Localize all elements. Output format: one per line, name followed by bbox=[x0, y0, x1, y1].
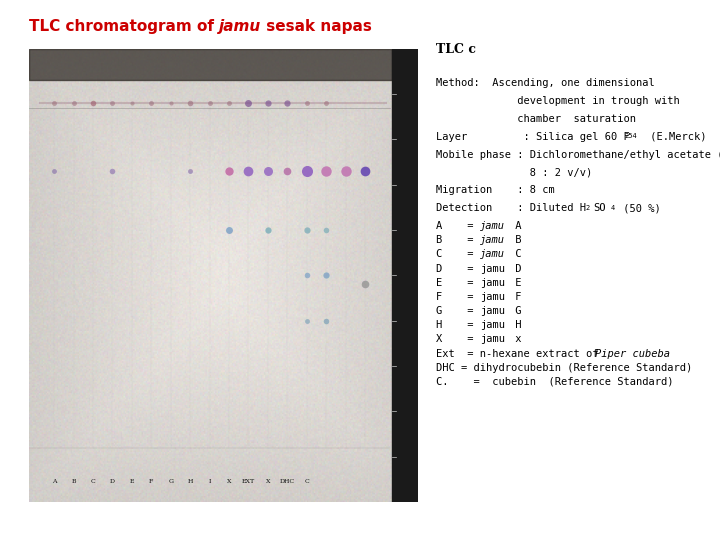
Text: jamu: jamu bbox=[480, 278, 505, 288]
Text: EXT: EXT bbox=[242, 480, 255, 484]
Text: jamu: jamu bbox=[480, 221, 505, 232]
Text: 254: 254 bbox=[624, 133, 637, 139]
Text: 2: 2 bbox=[585, 205, 590, 211]
Text: B: B bbox=[509, 235, 521, 246]
Text: H: H bbox=[509, 320, 521, 330]
Text: D: D bbox=[509, 264, 521, 274]
Text: E    =: E = bbox=[436, 278, 480, 288]
Text: Detection    : Diluted H: Detection : Diluted H bbox=[436, 203, 585, 213]
Text: jamu: jamu bbox=[219, 19, 261, 34]
Text: X: X bbox=[227, 480, 231, 484]
Text: E: E bbox=[509, 278, 521, 288]
Text: C.    =  cubebin  (Reference Standard): C. = cubebin (Reference Standard) bbox=[436, 377, 673, 387]
Text: B: B bbox=[71, 480, 76, 484]
Text: SO: SO bbox=[593, 203, 606, 213]
Text: Migration    : 8 cm: Migration : 8 cm bbox=[436, 185, 554, 195]
Text: C: C bbox=[509, 249, 521, 260]
Bar bbox=[392, 49, 418, 502]
Text: Ext  = n-hexane extract of: Ext = n-hexane extract of bbox=[436, 349, 604, 359]
Text: C: C bbox=[305, 480, 309, 484]
Text: Piper cubeba: Piper cubeba bbox=[595, 349, 670, 359]
Text: C: C bbox=[91, 480, 95, 484]
Text: Layer         : Silica gel 60 F: Layer : Silica gel 60 F bbox=[436, 132, 629, 142]
Text: G: G bbox=[168, 480, 174, 484]
Text: A: A bbox=[52, 480, 56, 484]
Text: G    =: G = bbox=[436, 306, 480, 316]
Text: chamber  saturation: chamber saturation bbox=[436, 114, 636, 124]
Text: (E.Merck): (E.Merck) bbox=[644, 132, 707, 142]
Text: 4: 4 bbox=[611, 205, 615, 211]
Text: jamu: jamu bbox=[480, 334, 505, 344]
Text: jamu: jamu bbox=[480, 235, 505, 246]
Text: TLC chromatogram of: TLC chromatogram of bbox=[29, 19, 219, 34]
Text: D    =: D = bbox=[436, 264, 480, 274]
Text: E: E bbox=[130, 480, 134, 484]
Text: jamu: jamu bbox=[480, 306, 505, 316]
Text: sesak napas: sesak napas bbox=[261, 19, 372, 34]
Text: TLC c: TLC c bbox=[436, 43, 476, 56]
Text: G: G bbox=[509, 306, 521, 316]
Text: H    =: H = bbox=[436, 320, 480, 330]
Text: DHC = dihydrocubebin (Reference Standard): DHC = dihydrocubebin (Reference Standard… bbox=[436, 363, 692, 373]
Text: H: H bbox=[187, 480, 193, 484]
Text: Mobile phase : Dichloromethane/ethyl acetate (: Mobile phase : Dichloromethane/ethyl ace… bbox=[436, 150, 720, 160]
Text: X    =: X = bbox=[436, 334, 480, 344]
Text: I: I bbox=[208, 480, 211, 484]
Text: DHC: DHC bbox=[280, 480, 295, 484]
Text: jamu: jamu bbox=[480, 292, 505, 302]
Text: A: A bbox=[509, 221, 521, 232]
Text: F: F bbox=[149, 480, 153, 484]
Text: C    =: C = bbox=[436, 249, 480, 260]
Text: A    =: A = bbox=[436, 221, 480, 232]
Text: development in trough with: development in trough with bbox=[436, 96, 680, 106]
Text: Method:  Ascending, one dimensional: Method: Ascending, one dimensional bbox=[436, 78, 654, 89]
Text: x: x bbox=[509, 334, 521, 344]
Text: jamu: jamu bbox=[480, 249, 505, 260]
Text: F: F bbox=[509, 292, 521, 302]
Bar bbox=[29, 49, 392, 80]
Text: X: X bbox=[266, 480, 270, 484]
Text: (50 %): (50 %) bbox=[617, 203, 661, 213]
Text: jamu: jamu bbox=[480, 320, 505, 330]
Text: B    =: B = bbox=[436, 235, 480, 246]
Text: D: D bbox=[110, 480, 115, 484]
Text: 8 : 2 v/v): 8 : 2 v/v) bbox=[436, 167, 592, 178]
Text: F    =: F = bbox=[436, 292, 480, 302]
Text: jamu: jamu bbox=[480, 264, 505, 274]
